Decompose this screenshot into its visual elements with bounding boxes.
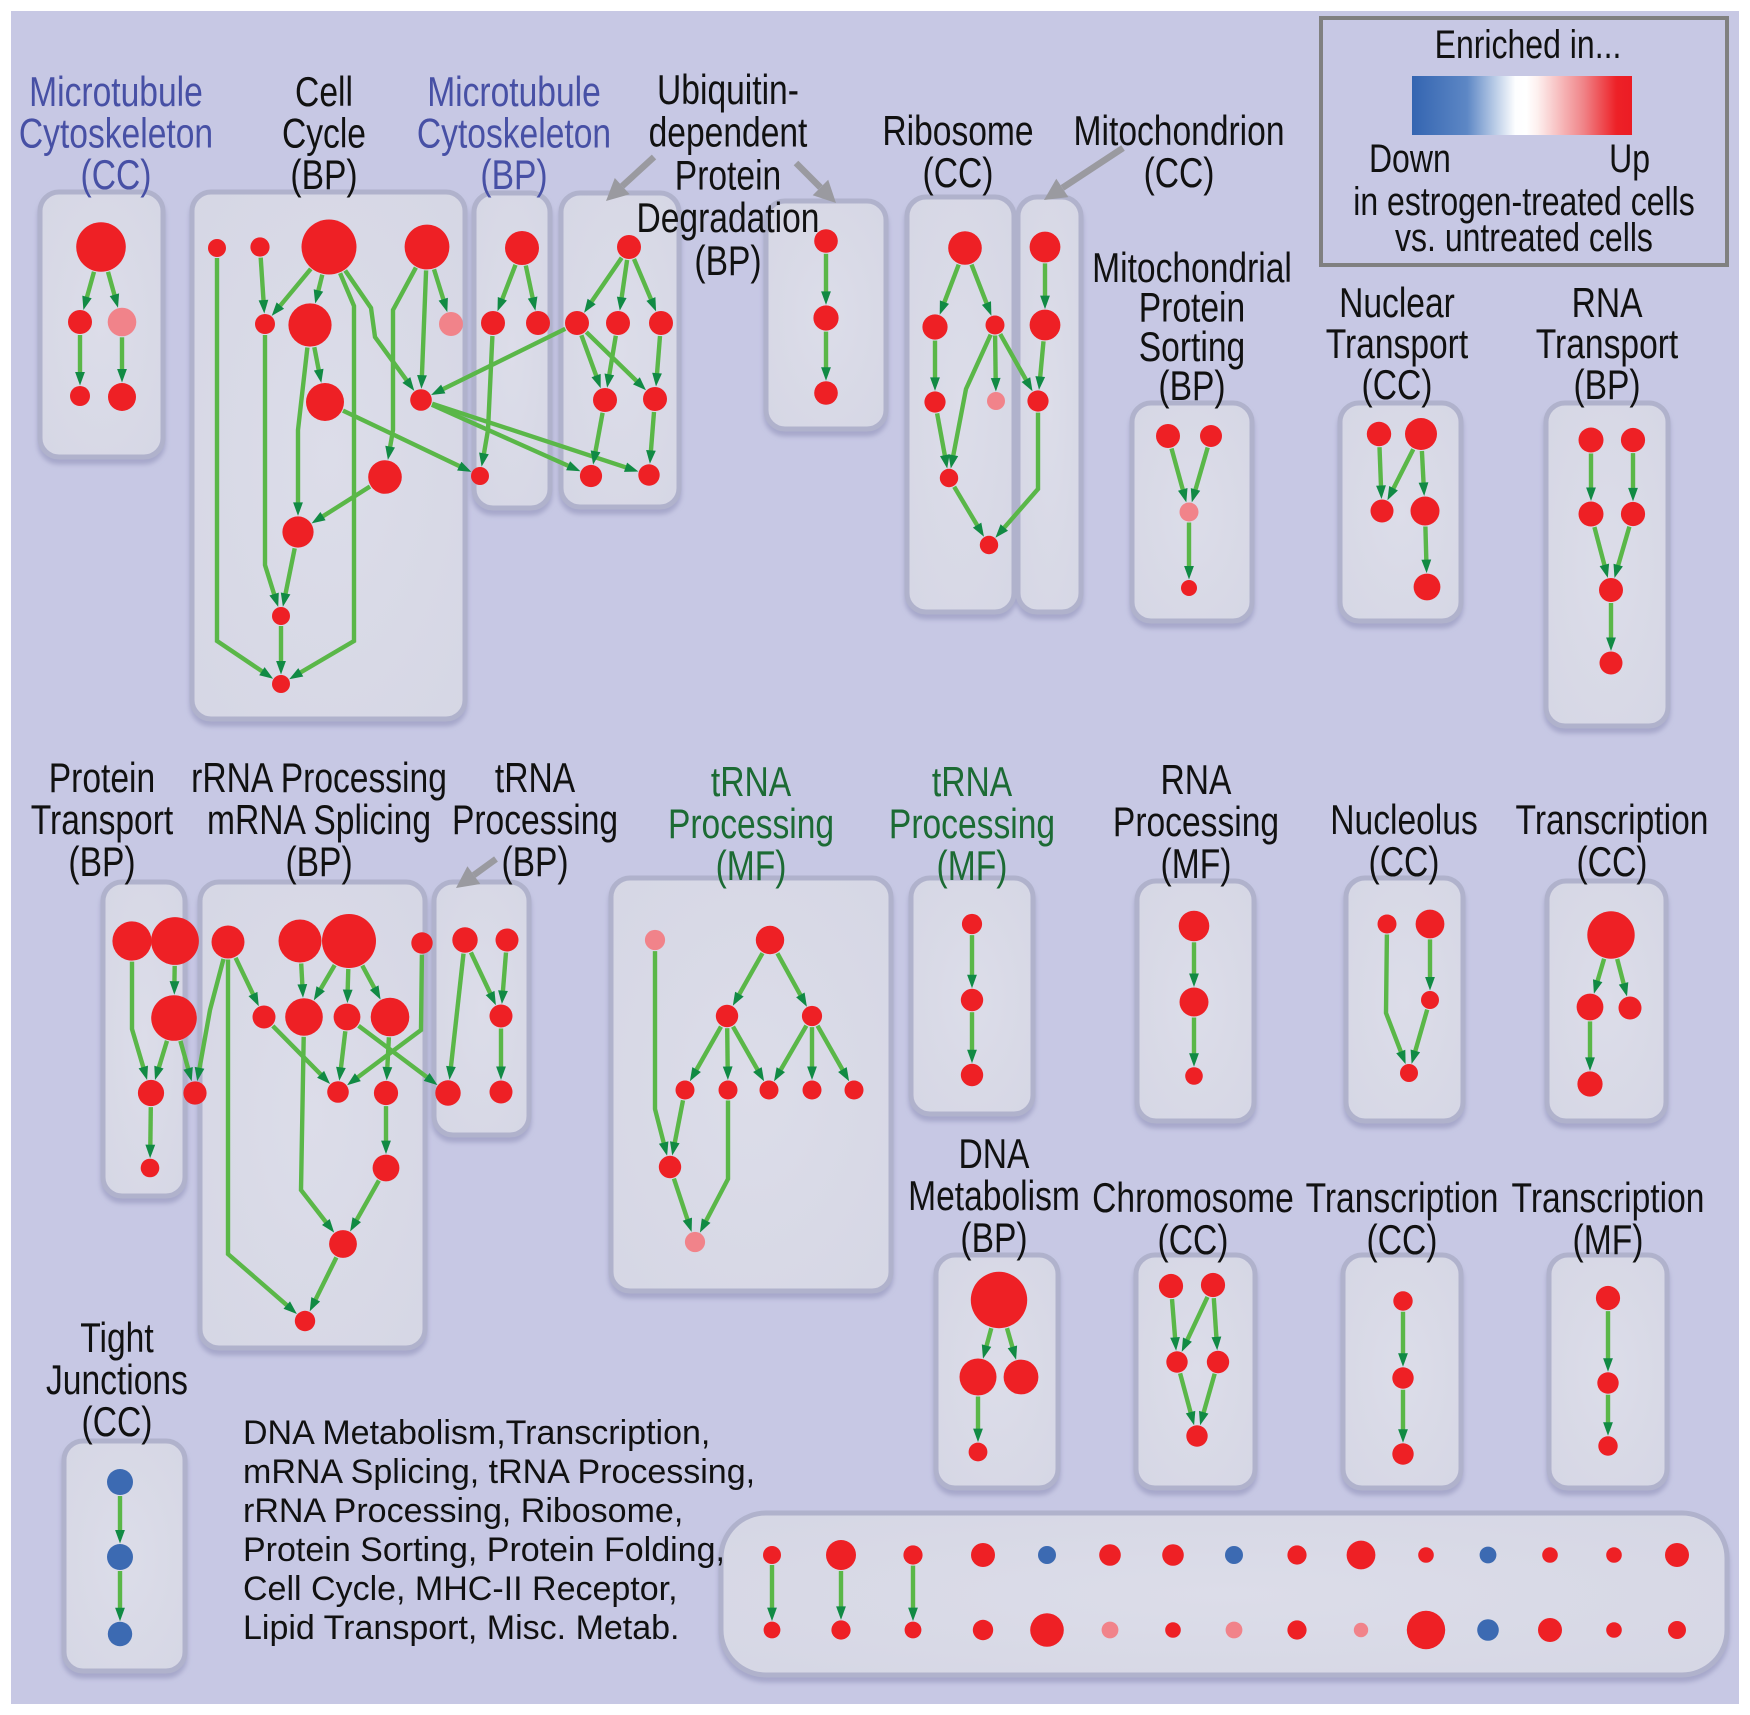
svg-text:RNA: RNA bbox=[1572, 281, 1643, 327]
svg-text:Nucleolus: Nucleolus bbox=[1330, 798, 1477, 844]
svg-text:Protein Sorting, Protein Foldi: Protein Sorting, Protein Folding, bbox=[243, 1531, 725, 1569]
svg-text:Metabolism: Metabolism bbox=[908, 1174, 1080, 1220]
svg-text:Protein: Protein bbox=[49, 756, 155, 802]
svg-text:Processing: Processing bbox=[1113, 800, 1279, 846]
svg-text:Transcription: Transcription bbox=[1306, 1176, 1499, 1222]
svg-text:Processing: Processing bbox=[452, 798, 618, 844]
svg-text:(MF): (MF) bbox=[937, 844, 1008, 890]
svg-text:Lipid Transport, Misc. Metab.: Lipid Transport, Misc. Metab. bbox=[243, 1609, 680, 1647]
svg-text:(CC): (CC) bbox=[82, 1400, 153, 1446]
svg-text:(BP): (BP) bbox=[285, 840, 352, 886]
svg-text:(CC): (CC) bbox=[923, 151, 994, 197]
svg-text:Cell Cycle, MHC-II Receptor,: Cell Cycle, MHC-II Receptor, bbox=[243, 1570, 678, 1608]
svg-text:(BP): (BP) bbox=[694, 238, 761, 284]
svg-text:Chromosome: Chromosome bbox=[1092, 1176, 1294, 1222]
svg-text:(CC): (CC) bbox=[1577, 840, 1648, 886]
svg-text:(MF): (MF) bbox=[716, 844, 787, 890]
svg-text:(CC): (CC) bbox=[1362, 363, 1433, 409]
svg-text:rRNA Processing: rRNA Processing bbox=[191, 756, 447, 802]
svg-text:Transport: Transport bbox=[1326, 322, 1469, 368]
svg-text:RNA: RNA bbox=[1161, 758, 1232, 804]
svg-text:Enriched in...: Enriched in... bbox=[1435, 22, 1622, 67]
svg-text:(CC): (CC) bbox=[81, 153, 152, 199]
svg-text:(BP): (BP) bbox=[68, 840, 135, 886]
svg-text:Transport: Transport bbox=[31, 798, 174, 844]
svg-text:Degradation: Degradation bbox=[637, 196, 820, 242]
svg-text:(CC): (CC) bbox=[1369, 840, 1440, 886]
svg-text:Mitochondrion: Mitochondrion bbox=[1074, 109, 1285, 155]
svg-text:Protein: Protein bbox=[1139, 285, 1245, 331]
svg-text:(CC): (CC) bbox=[1158, 1218, 1229, 1264]
svg-text:Up: Up bbox=[1609, 136, 1650, 181]
svg-text:Transcription: Transcription bbox=[1512, 1176, 1705, 1222]
svg-text:Transport: Transport bbox=[1536, 322, 1679, 368]
svg-text:(MF): (MF) bbox=[1573, 1218, 1644, 1264]
svg-text:mRNA Splicing: mRNA Splicing bbox=[207, 798, 431, 844]
svg-text:tRNA: tRNA bbox=[932, 760, 1013, 806]
svg-text:Cytoskeleton: Cytoskeleton bbox=[417, 111, 611, 157]
svg-text:(BP): (BP) bbox=[290, 153, 357, 199]
svg-text:Mitochondrial: Mitochondrial bbox=[1092, 246, 1292, 292]
svg-text:Processing: Processing bbox=[668, 802, 834, 848]
svg-text:Protein: Protein bbox=[675, 153, 781, 199]
svg-text:(BP): (BP) bbox=[1158, 364, 1225, 410]
svg-text:Transcription: Transcription bbox=[1516, 798, 1709, 844]
svg-text:Microtubule: Microtubule bbox=[29, 70, 203, 116]
svg-text:(BP): (BP) bbox=[501, 840, 568, 886]
svg-text:DNA Metabolism,Transcription,: DNA Metabolism,Transcription, bbox=[243, 1414, 710, 1452]
svg-text:in estrogen-treated cells: in estrogen-treated cells bbox=[1353, 179, 1694, 224]
svg-text:tRNA: tRNA bbox=[495, 756, 576, 802]
svg-text:Nuclear: Nuclear bbox=[1339, 281, 1455, 327]
svg-text:rRNA Processing, Ribosome,: rRNA Processing, Ribosome, bbox=[243, 1492, 683, 1530]
svg-text:(BP): (BP) bbox=[480, 153, 547, 199]
svg-text:(MF): (MF) bbox=[1161, 842, 1232, 888]
svg-text:Ribosome: Ribosome bbox=[882, 109, 1033, 155]
svg-text:Ubiquitin-: Ubiquitin- bbox=[657, 68, 799, 114]
svg-text:Cycle: Cycle bbox=[282, 111, 366, 157]
svg-text:Junctions: Junctions bbox=[46, 1358, 188, 1404]
svg-text:dependent: dependent bbox=[649, 110, 808, 156]
svg-text:(CC): (CC) bbox=[1144, 151, 1215, 197]
svg-text:Sorting: Sorting bbox=[1139, 324, 1245, 370]
svg-text:Cytoskeleton: Cytoskeleton bbox=[19, 111, 213, 157]
svg-text:Processing: Processing bbox=[889, 802, 1055, 848]
svg-text:DNA: DNA bbox=[959, 1132, 1030, 1178]
svg-text:Cell: Cell bbox=[295, 70, 353, 116]
svg-text:vs. untreated cells: vs. untreated cells bbox=[1395, 215, 1653, 260]
svg-text:tRNA: tRNA bbox=[711, 760, 792, 806]
svg-text:Microtubule: Microtubule bbox=[427, 70, 601, 116]
svg-text:mRNA Splicing, tRNA Processing: mRNA Splicing, tRNA Processing, bbox=[243, 1453, 755, 1491]
svg-text:Tight: Tight bbox=[80, 1316, 154, 1362]
svg-text:(BP): (BP) bbox=[960, 1216, 1027, 1262]
svg-text:(CC): (CC) bbox=[1367, 1218, 1438, 1264]
svg-text:Down: Down bbox=[1369, 136, 1451, 181]
svg-text:(BP): (BP) bbox=[1573, 363, 1640, 409]
